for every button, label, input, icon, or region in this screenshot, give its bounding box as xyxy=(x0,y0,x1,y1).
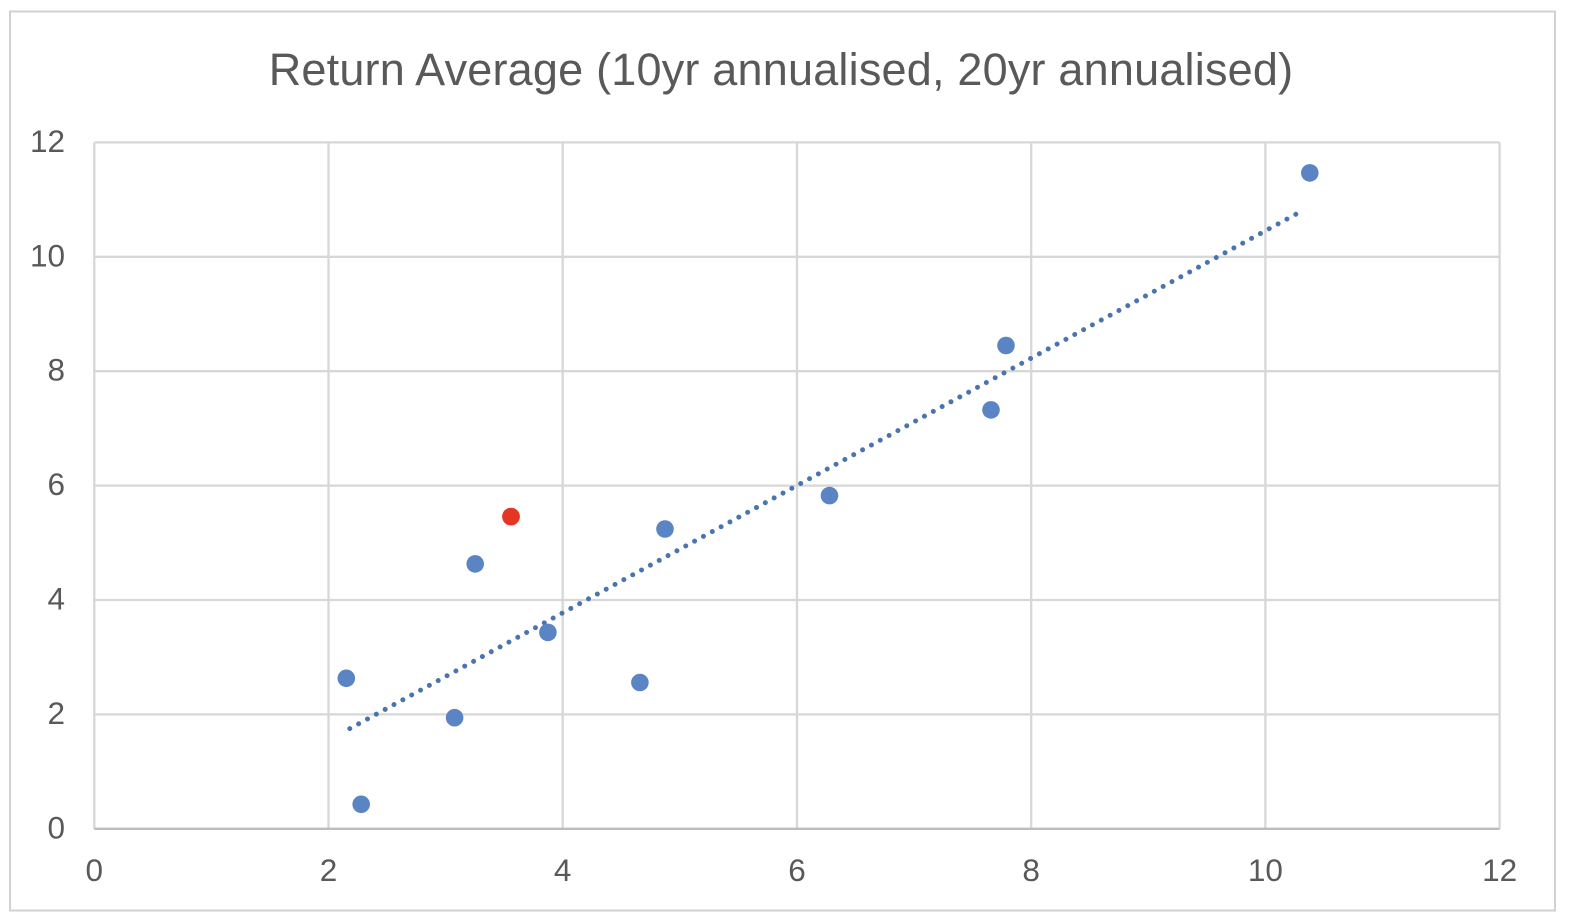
svg-text:12: 12 xyxy=(30,123,65,159)
svg-text:Return Average (10yr annualise: Return Average (10yr annualised, 20yr an… xyxy=(269,44,1294,95)
svg-text:6: 6 xyxy=(788,852,806,888)
svg-text:10: 10 xyxy=(30,237,65,273)
svg-text:2: 2 xyxy=(320,852,338,888)
svg-text:4: 4 xyxy=(554,852,572,888)
svg-text:12: 12 xyxy=(1482,852,1517,888)
svg-text:8: 8 xyxy=(47,352,65,388)
svg-text:0: 0 xyxy=(47,809,65,845)
svg-text:4: 4 xyxy=(47,581,65,617)
svg-text:6: 6 xyxy=(47,466,65,502)
svg-text:10: 10 xyxy=(1248,852,1283,888)
svg-text:2: 2 xyxy=(47,695,65,731)
svg-text:0: 0 xyxy=(86,852,104,888)
svg-text:8: 8 xyxy=(1022,852,1040,888)
